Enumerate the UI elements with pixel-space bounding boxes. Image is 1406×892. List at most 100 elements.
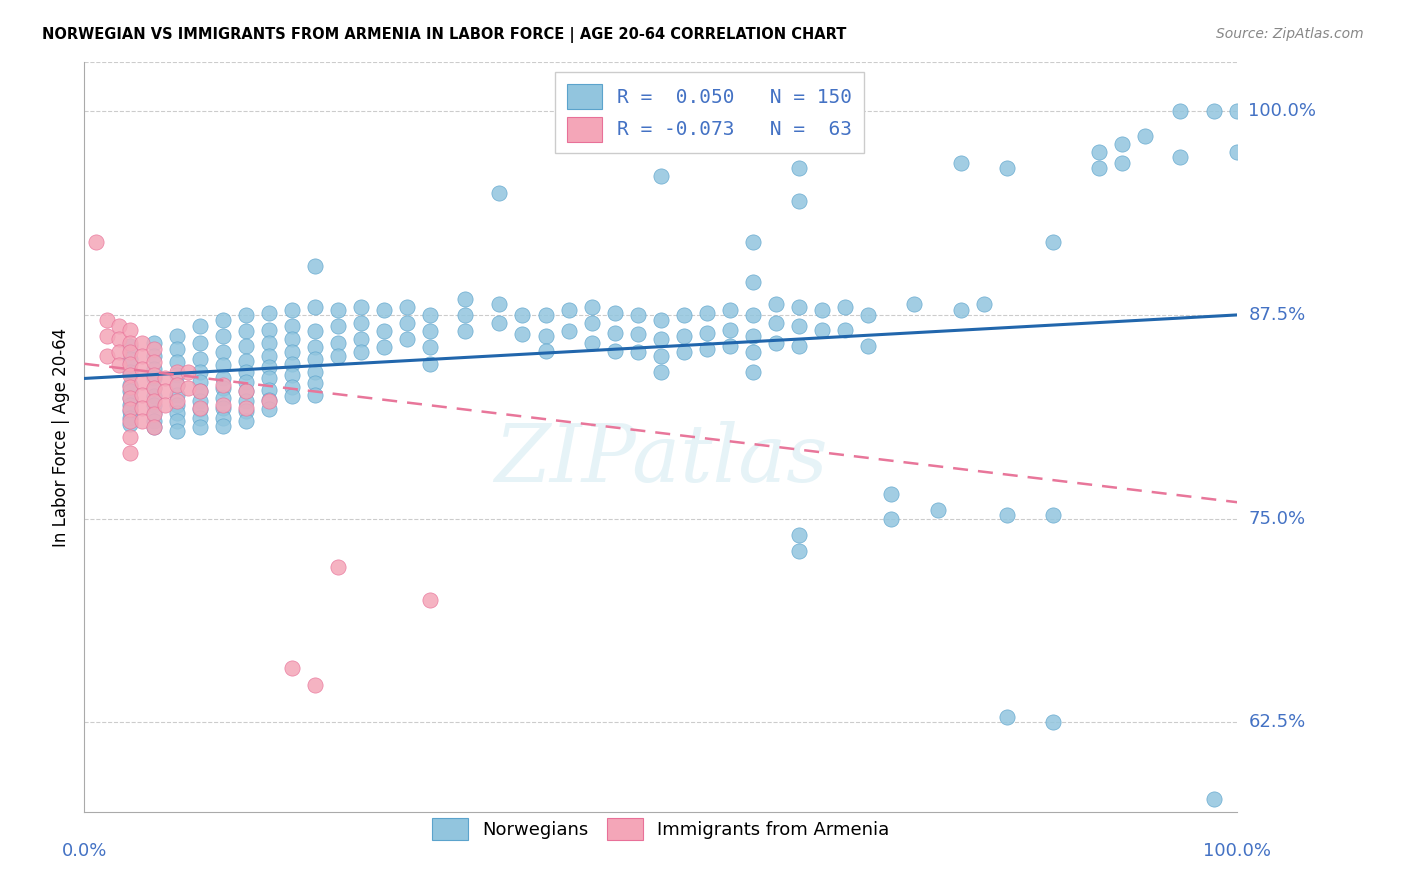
Point [581, 316, 603, 330]
Point [131, 388, 153, 402]
Point [235, 404, 257, 418]
Point [281, 357, 304, 371]
Point [257, 322, 280, 336]
Point [142, 361, 165, 376]
Point [188, 394, 211, 409]
Point [235, 401, 257, 415]
Point [142, 381, 165, 395]
Point [188, 351, 211, 366]
Point [188, 402, 211, 417]
Point [120, 391, 142, 405]
Point [120, 365, 142, 379]
Point [281, 303, 304, 318]
Point [120, 378, 142, 392]
Point [166, 329, 188, 343]
Point [603, 326, 626, 340]
Point [142, 407, 165, 421]
Point [235, 353, 257, 368]
Point [672, 329, 695, 343]
Point [811, 322, 834, 336]
Point [188, 384, 211, 399]
Point [257, 394, 280, 409]
Point [488, 186, 510, 200]
Text: Source: ZipAtlas.com: Source: ZipAtlas.com [1216, 27, 1364, 41]
Point [1088, 161, 1111, 176]
Point [742, 329, 765, 343]
Text: 75.0%: 75.0% [1249, 509, 1306, 527]
Text: 100.0%: 100.0% [1249, 103, 1316, 120]
Point [1226, 145, 1249, 159]
Point [235, 394, 257, 409]
Point [188, 365, 211, 379]
Point [211, 410, 233, 425]
Point [120, 339, 142, 353]
Point [581, 300, 603, 314]
Point [650, 349, 672, 363]
Point [188, 384, 211, 399]
Point [627, 308, 650, 322]
Point [108, 332, 131, 346]
Point [188, 401, 211, 415]
Point [211, 378, 233, 392]
Point [166, 378, 188, 392]
Point [1204, 791, 1226, 805]
Point [419, 357, 441, 371]
Point [120, 368, 142, 383]
Point [787, 528, 810, 542]
Point [131, 414, 153, 428]
Point [927, 503, 949, 517]
Point [1111, 136, 1133, 151]
Point [142, 381, 165, 395]
Point [858, 308, 880, 322]
Point [1111, 156, 1133, 170]
Point [166, 388, 188, 402]
Point [281, 379, 304, 393]
Point [120, 384, 142, 399]
Point [373, 303, 395, 318]
Point [304, 678, 326, 692]
Point [350, 316, 373, 330]
Point [188, 319, 211, 334]
Point [108, 345, 131, 359]
Point [211, 359, 233, 373]
Point [787, 339, 810, 353]
Point [787, 319, 810, 334]
Point [120, 430, 142, 444]
Point [131, 335, 153, 350]
Point [177, 381, 200, 395]
Point [257, 349, 280, 363]
Point [512, 308, 534, 322]
Point [211, 391, 233, 405]
Point [211, 397, 233, 411]
Point [142, 397, 165, 411]
Point [650, 313, 672, 327]
Point [177, 365, 200, 379]
Point [650, 169, 672, 184]
Point [188, 375, 211, 389]
Point [304, 351, 326, 366]
Point [131, 361, 153, 376]
Point [131, 401, 153, 415]
Point [235, 414, 257, 428]
Point [257, 359, 280, 374]
Point [650, 365, 672, 379]
Point [120, 417, 142, 431]
Point [281, 319, 304, 334]
Point [142, 414, 165, 428]
Point [396, 316, 419, 330]
Point [672, 308, 695, 322]
Point [235, 384, 257, 399]
Point [1168, 150, 1191, 164]
Point [281, 389, 304, 403]
Point [995, 508, 1018, 523]
Point [142, 335, 165, 350]
Text: ZIPatlas: ZIPatlas [494, 421, 828, 499]
Point [650, 332, 672, 346]
Point [787, 544, 810, 558]
Point [211, 329, 233, 343]
Point [281, 345, 304, 359]
Point [108, 319, 131, 334]
Point [454, 308, 477, 322]
Point [166, 378, 188, 392]
Point [211, 371, 233, 385]
